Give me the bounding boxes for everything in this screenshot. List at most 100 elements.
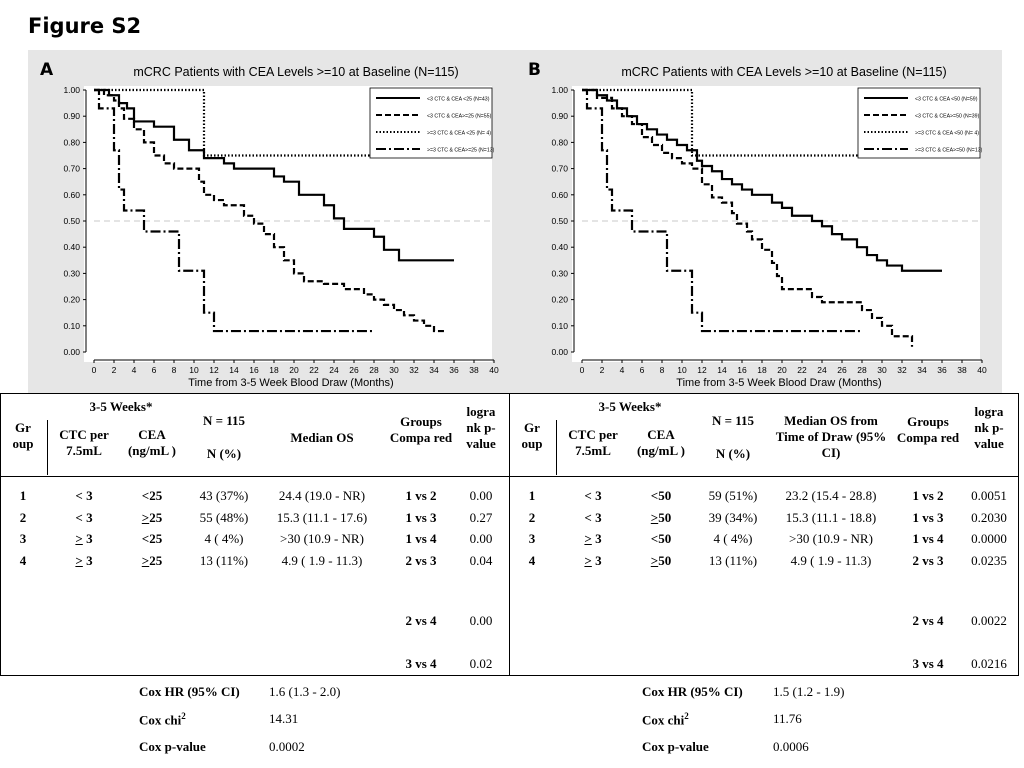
series-line-1 <box>582 88 942 272</box>
n-cell: 13 (11%) <box>708 553 758 568</box>
ctc-cell: > 3 <box>584 553 602 568</box>
x-tick-label: 8 <box>172 365 177 375</box>
y-tick-label: 0.00 <box>63 347 80 357</box>
figure-title: Figure S2 <box>28 14 142 38</box>
cox-label: Cox p-value <box>642 739 709 754</box>
median-cell: >30 (10.9 - NR) <box>280 531 364 546</box>
x-tick-label: 30 <box>389 365 399 375</box>
header-n-bottom: N (%) <box>715 446 751 461</box>
y-tick-label: 0.90 <box>63 111 80 121</box>
x-tick-label: 14 <box>229 365 239 375</box>
panel-b: B mCRC Patients with CEA Levels >=10 at … <box>516 50 1002 394</box>
pvalue-cell: 0.0000 <box>971 531 1007 546</box>
series-line-4 <box>582 88 862 333</box>
x-tick-label: 28 <box>369 365 379 375</box>
x-tick-label: 14 <box>717 365 727 375</box>
x-tick-label: 16 <box>737 365 747 375</box>
series-line-2 <box>94 88 444 333</box>
y-tick-label: 0.40 <box>63 242 80 252</box>
cox-value: 1.5 (1.2 - 1.9) <box>773 684 845 699</box>
x-tick-label: 8 <box>660 365 665 375</box>
group-cell: 3 <box>19 531 27 546</box>
header-ctc: CTC per 7.5mL <box>59 427 109 458</box>
chart-title: mCRC Patients with CEA Levels >=10 at Ba… <box>621 65 946 79</box>
pvalue-cell: 0.0216 <box>971 656 1007 671</box>
pvalue-cell: 0.02 <box>469 656 493 671</box>
cea-cell: <50 <box>650 488 672 503</box>
header-groups: Groups Compa red <box>389 414 453 445</box>
pvalue-cell: 0.00 <box>469 488 493 503</box>
cox-label: Cox HR (95% CI) <box>139 684 240 699</box>
x-tick-label: 2 <box>600 365 605 375</box>
x-tick-label: 6 <box>152 365 157 375</box>
legend-label-1: <3 CTC & CEA <50 (N=59) <box>915 97 978 103</box>
n-cell: 13 (11%) <box>199 553 249 568</box>
cea-cell: >50 <box>650 553 672 568</box>
cea-cell: >25 <box>141 510 163 525</box>
x-tick-label: 4 <box>620 365 625 375</box>
x-tick-label: 22 <box>309 365 319 375</box>
x-tick-label: 18 <box>269 365 279 375</box>
y-tick-label: 0.90 <box>551 111 568 121</box>
x-tick-label: 26 <box>837 365 847 375</box>
header-pvalue: logra nk p-value <box>466 404 496 451</box>
y-tick-label: 0.40 <box>551 242 568 252</box>
x-tick-label: 0 <box>580 365 585 375</box>
legend-label-4: >=3 CTC & CEA>=25 (N=13) <box>427 148 495 154</box>
y-tick-label: 0.10 <box>63 321 80 331</box>
cox-value: 14.31 <box>269 711 299 726</box>
legend-box <box>369 87 493 159</box>
y-tick-label: 0.50 <box>551 216 568 226</box>
header-ctc: CTC per 7.5mL <box>568 427 618 458</box>
x-tick-label: 24 <box>817 365 827 375</box>
panel-letter-b: B <box>528 60 541 80</box>
x-tick-label: 40 <box>489 365 499 375</box>
y-tick-label: 0.20 <box>63 295 80 305</box>
x-tick-label: 4 <box>132 365 137 375</box>
median-cell: 24.4 (19.0 - NR) <box>278 488 366 503</box>
pvalue-cell: 0.0051 <box>971 488 1007 503</box>
x-tick-label: 32 <box>897 365 907 375</box>
group-cell: 4 <box>528 553 536 568</box>
pvalue-cell: 0.0022 <box>971 613 1007 628</box>
x-tick-label: 38 <box>957 365 967 375</box>
group-cell: 3 <box>528 531 536 546</box>
y-tick-label: 0.50 <box>63 216 80 226</box>
median-cell: >30 (10.9 - NR) <box>789 531 873 546</box>
header-weeks: 3-5 Weeks* <box>89 399 153 414</box>
header-cea: CEA (ng/mL ) <box>636 427 686 458</box>
cox-value: 0.0002 <box>269 739 305 754</box>
header-weeks: 3-5 Weeks* <box>598 399 662 414</box>
group-cell: 1 <box>19 488 27 503</box>
header-n-top: N = 115 <box>711 413 755 428</box>
legend-label-1: <3 CTC & CEA <25 (N=43) <box>427 97 490 103</box>
n-cell: 59 (51%) <box>708 488 758 503</box>
header-cea: CEA (ng/mL ) <box>127 427 177 458</box>
header-median: Median OS <box>290 430 354 445</box>
x-tick-label: 10 <box>189 365 199 375</box>
ctc-cell: < 3 <box>75 510 93 525</box>
comparison-cell: 2 vs 4 <box>912 613 944 628</box>
header-groups: Groups Compa red <box>896 414 960 445</box>
header-median: Median OS from Time of Draw (95% CI) <box>775 413 887 460</box>
x-tick-label: 6 <box>640 365 645 375</box>
pvalue-cell: 0.00 <box>469 613 493 628</box>
x-tick-label: 38 <box>469 365 479 375</box>
n-cell: 55 (48%) <box>199 510 249 525</box>
y-tick-label: 0.70 <box>63 164 80 174</box>
cox-value: 1.6 (1.3 - 2.0) <box>269 684 341 699</box>
legend-label-3: >=3 CTC & CEA <50 (N= 4) <box>915 131 979 137</box>
legend-label-2: <3 CTC & CEA>=25 (N=55) <box>427 114 492 120</box>
x-tick-label: 30 <box>877 365 887 375</box>
x-axis-label: Time from 3-5 Week Blood Draw (Months) <box>676 377 881 389</box>
header-n-top: N = 115 <box>202 413 246 428</box>
header-group: Gr oup <box>521 420 543 451</box>
cea-cell: <25 <box>141 531 163 546</box>
y-tick-label: 1.00 <box>551 85 568 95</box>
pvalue-cell: 0.2030 <box>971 510 1007 525</box>
cea-cell: <25 <box>141 488 163 503</box>
ctc-cell: < 3 <box>584 488 602 503</box>
km-chart-a: mCRC Patients with CEA Levels >=10 at Ba… <box>63 65 499 389</box>
x-tick-label: 20 <box>289 365 299 375</box>
header-rule <box>510 476 1018 477</box>
